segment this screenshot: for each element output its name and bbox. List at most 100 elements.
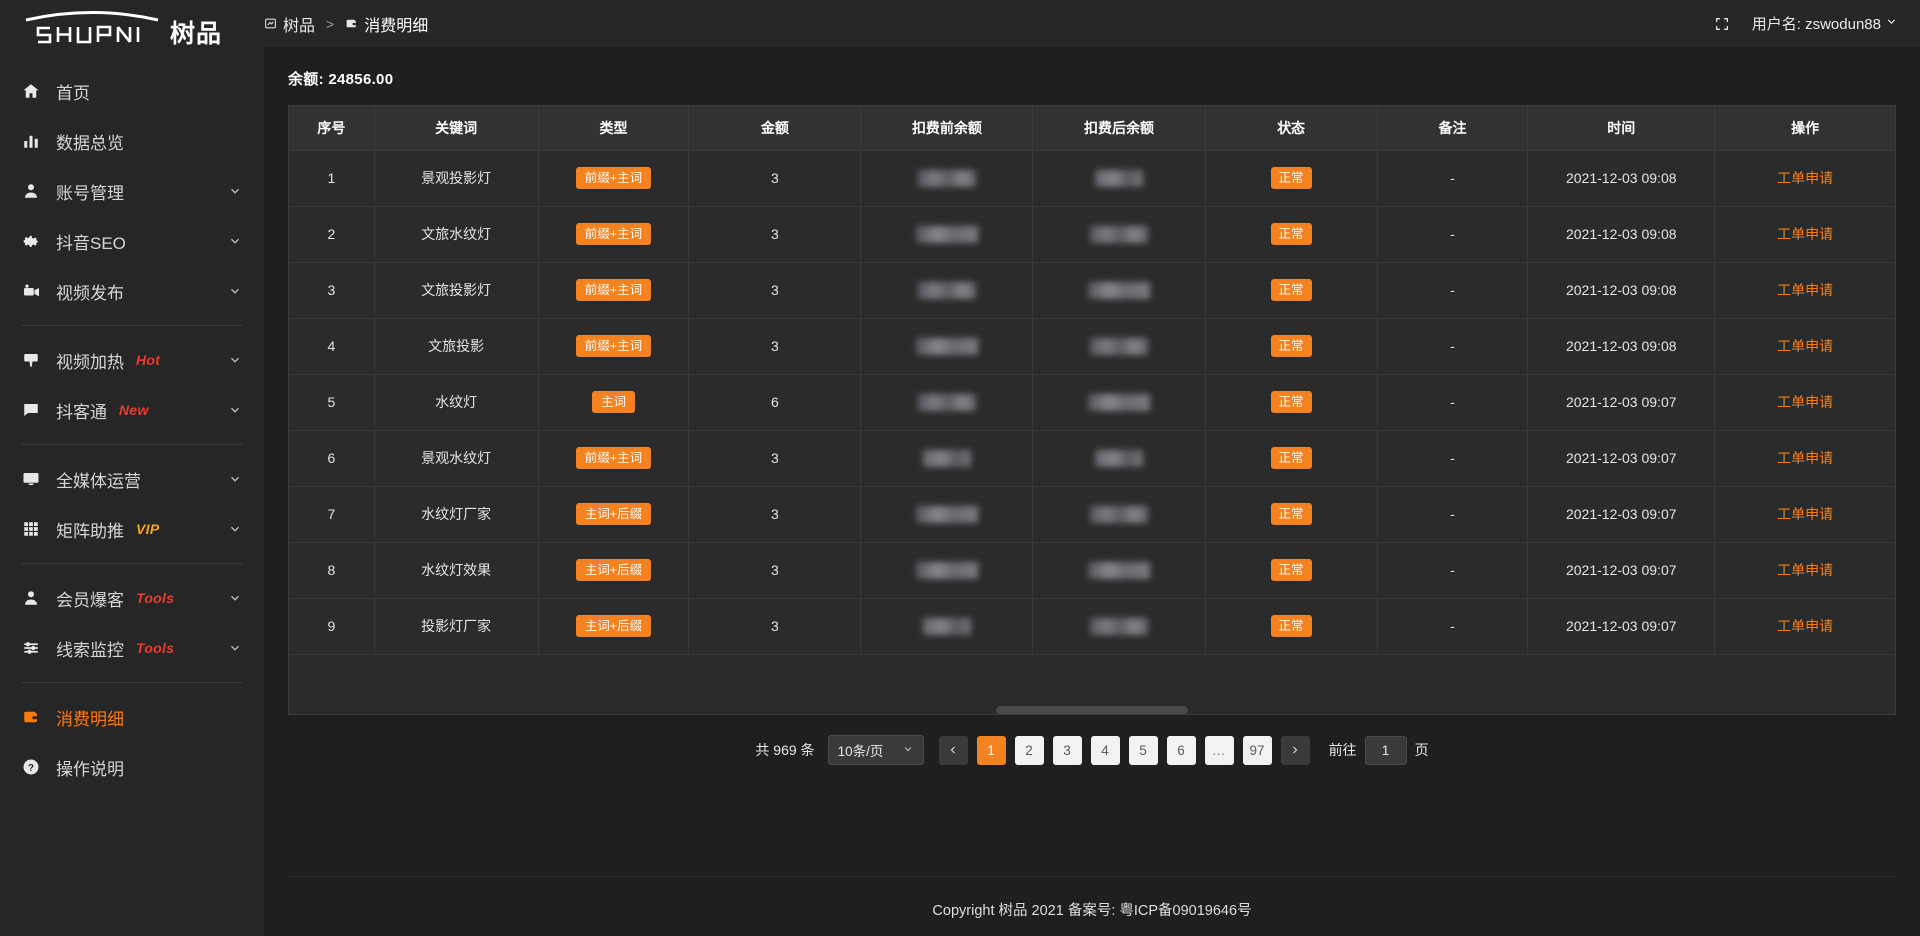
brand-logo[interactable]: 树品 — [0, 0, 264, 56]
cell-action[interactable]: 工单申请 — [1714, 262, 1895, 319]
cell-index: 7 — [289, 486, 375, 543]
chevron-down-icon[interactable] — [228, 403, 242, 417]
breadcrumb-current-label: 消费明细 — [364, 17, 429, 35]
cell-type: 主词 — [538, 374, 690, 431]
work-order-apply-link[interactable]: 工单申请 — [1777, 282, 1834, 298]
sidebar-divider — [22, 563, 242, 564]
redacted-value — [1095, 169, 1143, 187]
cell-balance-before — [860, 598, 1034, 655]
chevron-down-icon[interactable] — [228, 184, 242, 198]
sidebar-item-video-publish[interactable]: 视频发布 — [0, 266, 264, 316]
sidebar-item-omni-media[interactable]: 全媒体运营 — [0, 454, 264, 504]
scrollbar-thumb[interactable] — [995, 706, 1189, 714]
sidebar-item-consumption-detail[interactable]: 消费明细 — [0, 692, 264, 742]
pagination: 共 969 条 10条/页 1 2 3 4 5 6 … 97 — [288, 715, 1896, 765]
cell-action[interactable]: 工单申请 — [1714, 598, 1895, 655]
page-button-2[interactable]: 2 — [1014, 735, 1044, 765]
sidebar-item-member-growth[interactable]: 会员爆客 Tools — [0, 573, 264, 623]
page-button-97[interactable]: 97 — [1242, 735, 1272, 765]
type-badge: 主词+后缀 — [575, 502, 652, 526]
table-row: 7 水纹灯厂家 主词+后缀 3 正常 - 2021-12-03 09:07 工单… — [289, 486, 1895, 543]
breadcrumb-root[interactable]: 树品 — [264, 12, 315, 36]
table-row: 2 文旅水纹灯 前缀+主词 3 正常 - 2021-12-03 09:08 工单… — [289, 206, 1895, 263]
cell-action[interactable]: 工单申请 — [1714, 486, 1895, 543]
breadcrumb-root-label: 树品 — [283, 17, 316, 35]
cell-action[interactable]: 工单申请 — [1714, 318, 1895, 375]
chevron-down-icon[interactable] — [228, 522, 242, 536]
page-button-4[interactable]: 4 — [1090, 735, 1120, 765]
work-order-apply-link[interactable]: 工单申请 — [1777, 226, 1834, 242]
cell-action[interactable]: 工单申请 — [1714, 150, 1895, 207]
sidebar-divider — [22, 325, 242, 326]
cell-keyword: 水纹灯厂家 — [374, 486, 539, 543]
cell-keyword: 水纹灯 — [374, 374, 539, 431]
sidebar-item-douke-tong[interactable]: 抖客通 New — [0, 385, 264, 435]
cell-index: 5 — [289, 374, 375, 431]
cell-index: 8 — [289, 542, 375, 599]
sidebar-item-douyin-seo[interactable]: 抖音SEO — [0, 216, 264, 266]
topbar-right: 用户名: zswodun88 — [1714, 13, 1898, 34]
cell-balance-after — [1032, 150, 1206, 207]
status-badge: 正常 — [1270, 334, 1312, 358]
jump-page-input[interactable] — [1364, 735, 1407, 765]
sidebar-item-account-manage[interactable]: 账号管理 — [0, 166, 264, 216]
work-order-apply-link[interactable]: 工单申请 — [1777, 618, 1834, 634]
cell-balance-before — [860, 430, 1034, 487]
cell-type: 主词+后缀 — [538, 486, 690, 543]
chevron-down-icon[interactable] — [228, 472, 242, 486]
table-row: 3 文旅投影灯 前缀+主词 3 正常 - 2021-12-03 09:08 工单… — [289, 262, 1895, 319]
cell-action[interactable]: 工单申请 — [1714, 374, 1895, 431]
page-button-1[interactable]: 1 — [976, 735, 1006, 765]
chevron-down-icon[interactable] — [228, 641, 242, 655]
work-order-apply-link[interactable]: 工单申请 — [1777, 338, 1834, 354]
page-size-value: 10条/页 — [837, 744, 884, 759]
sidebar-badge-tools: Tools — [136, 640, 175, 656]
home-icon — [22, 82, 44, 100]
cell-time: 2021-12-03 09:07 — [1527, 374, 1716, 431]
cell-keyword: 投影灯厂家 — [374, 598, 539, 655]
cell-action[interactable]: 工单申请 — [1714, 542, 1895, 599]
sidebar-item-label: 抖音SEO — [56, 233, 126, 253]
sidebar-item-home[interactable]: 首页 — [0, 66, 264, 116]
page-ellipsis-button[interactable]: … — [1204, 735, 1234, 765]
prev-page-button[interactable] — [938, 735, 968, 765]
chevron-down-icon[interactable] — [228, 591, 242, 605]
page-button-6[interactable]: 6 — [1166, 735, 1196, 765]
table-row: 6 景观水纹灯 前缀+主词 3 正常 - 2021-12-03 09:07 工单… — [289, 430, 1895, 487]
bar-chart-icon — [22, 132, 44, 150]
status-badge: 正常 — [1270, 558, 1312, 582]
work-order-apply-link[interactable]: 工单申请 — [1777, 394, 1834, 410]
cell-balance-before — [860, 262, 1034, 319]
work-order-apply-link[interactable]: 工单申请 — [1777, 450, 1834, 466]
next-page-button[interactable] — [1280, 735, 1310, 765]
jump-label: 前往 — [1328, 742, 1357, 758]
user-menu[interactable]: 用户名: zswodun88 — [1752, 13, 1898, 34]
work-order-apply-link[interactable]: 工单申请 — [1777, 562, 1834, 578]
cell-action[interactable]: 工单申请 — [1714, 430, 1895, 487]
sidebar-item-matrix-boost[interactable]: 矩阵助推 VIP — [0, 504, 264, 554]
chevron-down-icon[interactable] — [228, 353, 242, 367]
chevron-down-icon[interactable] — [228, 234, 242, 248]
cell-keyword: 文旅投影灯 — [374, 262, 539, 319]
page-button-3[interactable]: 3 — [1052, 735, 1082, 765]
sidebar-badge-vip: VIP — [136, 521, 160, 537]
sidebar-item-video-boost[interactable]: 视频加热 Hot — [0, 335, 264, 385]
page-size-select[interactable]: 10条/页 — [827, 735, 924, 765]
sidebar-item-data-overview[interactable]: 数据总览 — [0, 116, 264, 166]
sidebar-item-lead-monitor[interactable]: 线索监控 Tools — [0, 623, 264, 673]
cell-time: 2021-12-03 09:08 — [1527, 318, 1716, 375]
page-button-5[interactable]: 5 — [1128, 735, 1158, 765]
redacted-value — [917, 281, 976, 299]
cell-action[interactable]: 工单申请 — [1714, 206, 1895, 263]
cell-amount: 3 — [688, 206, 862, 263]
wallet-icon — [345, 17, 358, 30]
horizontal-scrollbar[interactable] — [289, 706, 1895, 714]
cell-type: 主词+后缀 — [538, 598, 690, 655]
work-order-apply-link[interactable]: 工单申请 — [1777, 506, 1834, 522]
sidebar-item-instructions[interactable]: ? 操作说明 — [0, 742, 264, 792]
redacted-value — [922, 617, 971, 635]
status-badge: 正常 — [1270, 278, 1312, 302]
chevron-down-icon[interactable] — [228, 284, 242, 298]
work-order-apply-link[interactable]: 工单申请 — [1777, 170, 1834, 186]
fullscreen-icon[interactable] — [1714, 16, 1730, 32]
